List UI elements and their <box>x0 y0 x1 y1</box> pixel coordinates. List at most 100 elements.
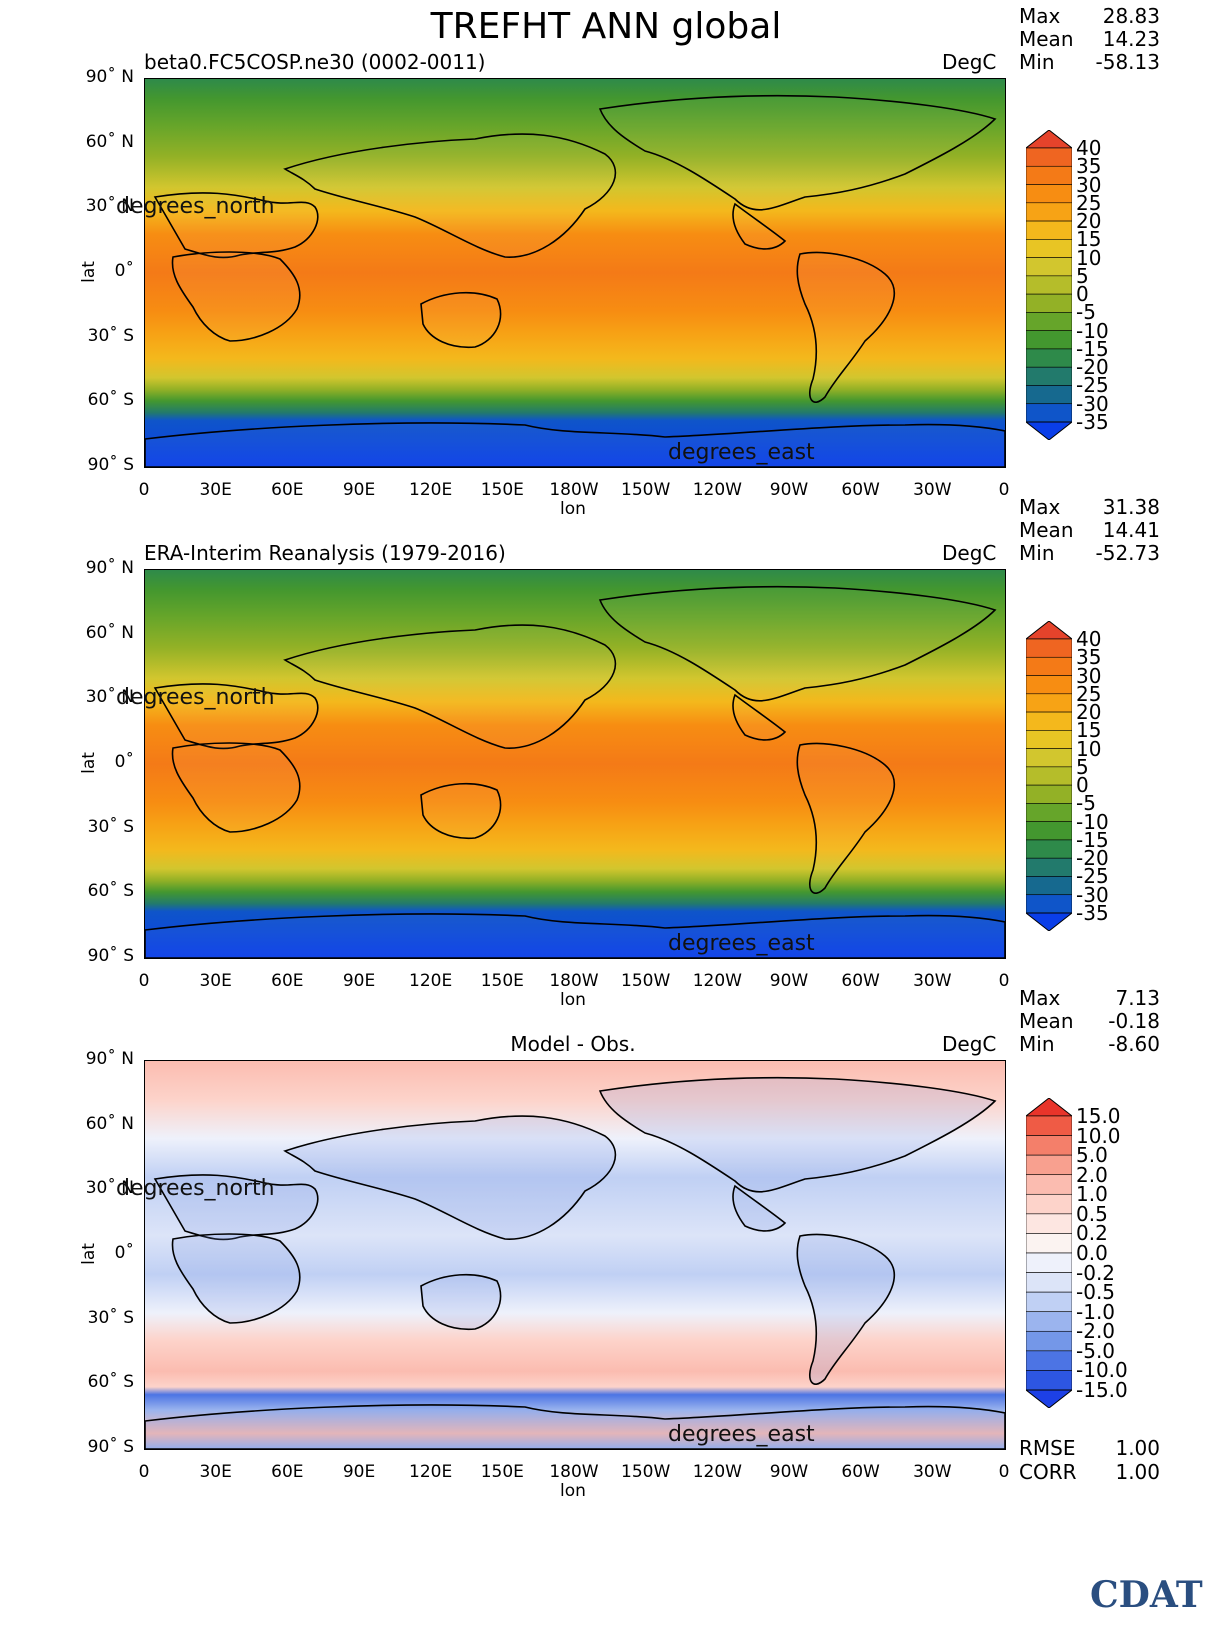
lon-tick-label: 90E <box>342 480 376 500</box>
colorbar-overflow-low <box>1026 421 1072 440</box>
colorbar-bin <box>1026 184 1072 204</box>
lat-tick-label: 90˚ N <box>85 558 134 578</box>
figure-title: TREFHT ANN global <box>430 6 782 47</box>
colorbar-graphic-2 <box>1026 621 1072 931</box>
colorbar-bin <box>1026 693 1072 713</box>
colorbar-bin <box>1026 1135 1072 1156</box>
colorbar-label: 2.0 <box>1076 1162 1108 1187</box>
colorbar-label: -5.0 <box>1076 1338 1116 1363</box>
colorbar-bin <box>1026 730 1072 749</box>
lat-units-label: degrees_north <box>116 685 275 710</box>
colorbar-overflow-high <box>1026 1098 1072 1117</box>
colorbar-label: 0.0 <box>1076 1241 1108 1265</box>
colorbar-bin <box>1026 1154 1072 1176</box>
coastline-1 <box>153 192 319 259</box>
colorbar-bin <box>1026 257 1072 277</box>
colorbar-label: -20 <box>1076 846 1109 871</box>
colorbar-label: -2.0 <box>1076 1319 1116 1344</box>
coastline-3 <box>283 133 617 258</box>
map-field-1 <box>145 79 1005 467</box>
metric-value-rmse: 1.00 <box>1115 1436 1160 1460</box>
colorbar-bin <box>1026 1291 1072 1313</box>
colorbar-label: 25 <box>1076 681 1102 706</box>
colorbar-bin <box>1026 638 1072 658</box>
lon-units-label: degrees_east <box>668 1422 815 1447</box>
colorbar-bin <box>1026 839 1072 859</box>
colorbar-label: -15.0 <box>1076 1378 1128 1402</box>
colorbar-label: 0.2 <box>1076 1221 1108 1246</box>
lon-tick-label: 150W <box>621 480 671 500</box>
colorbar-bin <box>1026 1370 1072 1391</box>
panel-title-3: Model - Obs. <box>510 1032 636 1056</box>
colorbar-label: -10 <box>1076 318 1109 343</box>
lat-tick-label: 60˚ N <box>85 1113 134 1134</box>
colorbar-label: 5.0 <box>1076 1143 1108 1168</box>
colorbar-label: 15 <box>1076 718 1102 743</box>
lat-tick-label: 90˚ N <box>85 1049 134 1069</box>
colorbar-bin <box>1026 1115 1072 1136</box>
lon-tick-label: 60W <box>841 971 880 991</box>
lat-axis-title: lat <box>78 1243 99 1265</box>
colorbar-label: -5 <box>1076 791 1096 816</box>
colorbar-bin <box>1026 1213 1072 1234</box>
lat-tick-label: 90˚ S <box>87 1437 134 1457</box>
lon-tick-label: 60E <box>271 971 304 991</box>
stat-value-max: 7.13 <box>1115 986 1160 1010</box>
colorbar-label: -30 <box>1076 391 1109 416</box>
colorbar-overflow-high <box>1026 130 1072 149</box>
lat-tick-label: 90˚ S <box>87 455 134 475</box>
map-plot-3 <box>144 1060 1006 1450</box>
colorbar-label: -25 <box>1076 373 1109 398</box>
cdat-logo: CDAT <box>1090 1574 1203 1616</box>
lon-tick-label: 90W <box>769 1462 809 1482</box>
colorbar-label: 5 <box>1076 754 1089 779</box>
lat-tick-label: 60˚ N <box>85 622 134 643</box>
lat-axis-title: lat <box>78 752 99 774</box>
lat-tick-label: 90˚ S <box>87 946 134 966</box>
lat-tick-label: 60˚ S <box>87 390 134 411</box>
stat-label-max: Max <box>1019 986 1061 1010</box>
lat-tick-label: 0˚ <box>114 752 134 772</box>
colorbar-bin <box>1026 1311 1072 1332</box>
panel-units-1: DegC <box>942 50 997 74</box>
lon-tick-label: 30W <box>913 1462 952 1482</box>
lon-tick-label: 180W <box>549 1462 599 1482</box>
lon-tick-label: 150E <box>480 971 524 991</box>
colorbar-graphic-1 <box>1026 130 1072 440</box>
colorbar-bin <box>1026 675 1072 695</box>
lon-tick-label: 90W <box>769 480 809 500</box>
lon-tick-label: 0 <box>998 971 1010 991</box>
lon-axis-title: lon <box>560 499 586 519</box>
lon-tick-label: 0 <box>998 1462 1010 1482</box>
lat-tick-label: 30˚ N <box>85 1178 134 1199</box>
coastline-5 <box>598 94 997 211</box>
metric-value-corr: 1.00 <box>1115 1460 1160 1484</box>
colorbar-bin <box>1026 275 1072 295</box>
map-plot-1 <box>144 78 1006 468</box>
panel-title-2: ERA-Interim Reanalysis (1979-2016) <box>144 541 506 565</box>
temperature-field <box>145 1061 1005 1449</box>
lon-tick-label: 120E <box>409 1462 453 1482</box>
colorbar-bin <box>1026 330 1072 350</box>
stat-label-max: Max <box>1019 495 1061 519</box>
colorbar-bin <box>1026 766 1072 786</box>
colorbar-bin <box>1026 202 1072 222</box>
lon-tick-label: 150E <box>480 1462 524 1482</box>
temperature-field <box>145 79 1005 467</box>
map-plot-2 <box>144 569 1006 959</box>
lon-units-label: degrees_east <box>668 931 815 956</box>
lon-tick-label: 150W <box>621 1462 671 1482</box>
lon-tick-label: 120E <box>409 480 453 500</box>
lon-tick-label: 60E <box>271 480 304 500</box>
colorbar-label: 25 <box>1076 190 1102 215</box>
coastline-7 <box>796 1233 896 1385</box>
colorbar-overflow-low <box>1026 1389 1072 1408</box>
colorbar-label: 10.0 <box>1076 1123 1121 1148</box>
colorbar-label: 15 <box>1076 227 1102 252</box>
stat-value-max: 31.38 <box>1102 495 1160 519</box>
colorbar-label: 0.5 <box>1076 1201 1108 1226</box>
lon-tick-label: 90E <box>342 971 376 991</box>
colorbar-bin <box>1026 876 1072 896</box>
colorbar-bin <box>1026 366 1072 386</box>
metric-label-rmse: RMSE <box>1019 1436 1076 1460</box>
